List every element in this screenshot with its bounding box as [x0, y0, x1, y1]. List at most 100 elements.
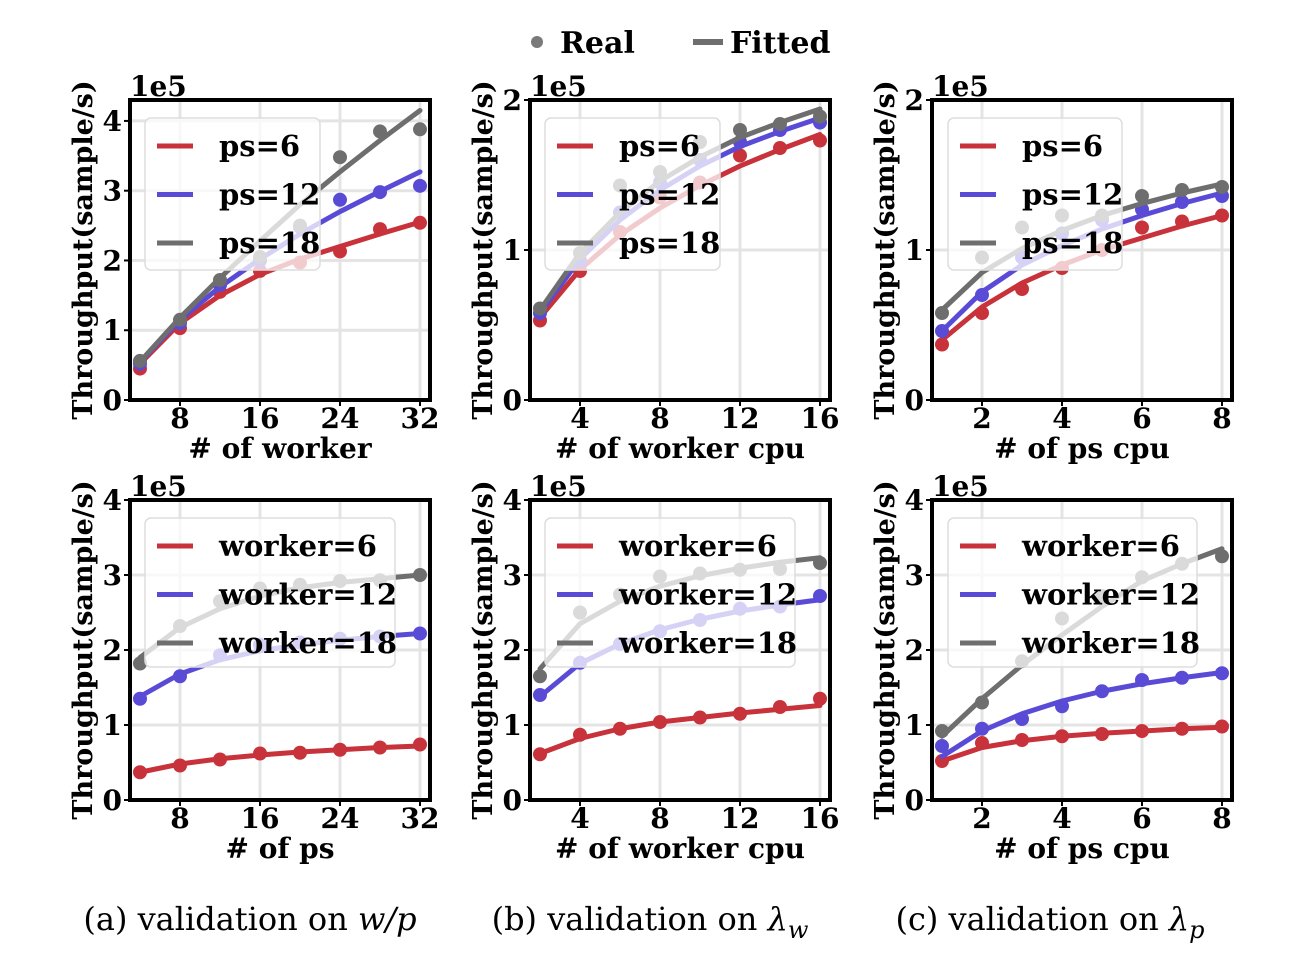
x-tick-label: 8 — [650, 402, 669, 435]
x-tick-label: 16 — [241, 802, 280, 835]
real-point-worker=6 — [333, 742, 347, 757]
caption-a-text: (a) validation on — [83, 900, 358, 938]
legend-label: worker=18 — [618, 626, 797, 660]
x-tick-label: 24 — [321, 802, 360, 835]
legend-box — [947, 517, 1198, 668]
x-tick-label: 4 — [1052, 802, 1071, 835]
real-point-ps=6 — [935, 337, 949, 352]
caption-a: (a) validation on w/p — [83, 900, 416, 938]
real-point-ps=12 — [413, 178, 427, 193]
real-point-worker=6 — [573, 727, 587, 742]
legend-label: ps=6 — [219, 129, 300, 163]
y-tick-label: 1 — [503, 709, 522, 742]
real-point-worker=12 — [413, 626, 427, 641]
x-tick-label: 2 — [972, 402, 991, 435]
y-tick-label: 1 — [503, 234, 522, 267]
y-tick-label: 0 — [103, 384, 122, 417]
x-tick-label: 8 — [650, 802, 669, 835]
real-point-worker=6 — [213, 752, 227, 767]
x-tick-label: 6 — [1132, 802, 1151, 835]
exponent-label: 1e5 — [932, 70, 989, 103]
legend-box — [144, 517, 396, 668]
y-tick-label: 0 — [905, 784, 924, 817]
real-point-ps=12 — [975, 288, 989, 302]
real-point-ps=6 — [333, 244, 347, 259]
real-point-worker=6 — [1135, 724, 1149, 738]
x-tick-label: 2 — [972, 802, 991, 835]
x-tick-label: 24 — [321, 402, 360, 435]
y-tick-label: 4 — [503, 484, 522, 517]
legend-panel-3: ps=6 ps=12 ps=18 — [947, 117, 1123, 271]
y-axis-label: Throughput(sample/s) — [468, 480, 499, 819]
real-point-ps=6 — [733, 148, 747, 163]
legend-label: worker=6 — [218, 529, 377, 563]
real-point-ps=12 — [333, 192, 347, 207]
real-point-ps=6 — [773, 141, 787, 155]
y-axis-label: Throughput(sample/s) — [68, 480, 99, 819]
real-point-ps=18 — [733, 123, 747, 137]
real-point-worker=12 — [1095, 684, 1109, 699]
legend-box — [544, 117, 721, 271]
exponent-label: 1e5 — [130, 70, 187, 103]
real-point-worker=6 — [1095, 727, 1109, 741]
legend-panel-4: worker=6 worker=12 worker=18 — [144, 517, 397, 668]
y-tick-label: 2 — [905, 634, 924, 667]
real-point-worker=12 — [975, 721, 989, 736]
real-point-ps=6 — [813, 133, 827, 148]
real-point-worker=18 — [133, 656, 147, 671]
y-tick-label: 1 — [905, 709, 924, 742]
legend-label: worker=12 — [1021, 578, 1200, 612]
y-tick-label: 4 — [103, 484, 122, 517]
y-axis-label: Throughput(sample/s) — [68, 80, 99, 419]
exponent-label: 1e5 — [130, 470, 187, 503]
y-tick-label: 0 — [503, 784, 522, 817]
real-point-worker=6 — [253, 746, 267, 761]
real-point-worker=12 — [173, 669, 187, 684]
y-axis-label: Throughput(sample/s) — [870, 480, 901, 819]
x-tick-label: 32 — [401, 402, 440, 435]
legend-label: worker=12 — [218, 578, 397, 612]
x-tick-label: 32 — [401, 802, 440, 835]
y-tick-label: 4 — [905, 484, 924, 517]
axes-frame — [128, 98, 432, 402]
x-tick-label: 4 — [1052, 402, 1071, 435]
x-tick-label: 16 — [801, 402, 840, 435]
real-point-ps=12 — [373, 185, 387, 200]
real-point-ps=6 — [373, 222, 387, 237]
legend-label: ps=18 — [1022, 226, 1123, 260]
real-point-worker=6 — [653, 715, 667, 729]
legend-box — [144, 117, 321, 271]
real-point-worker=6 — [373, 740, 387, 755]
y-tick-label: 0 — [503, 384, 522, 417]
legend-label: ps=18 — [619, 226, 720, 260]
real-point-ps=18 — [813, 109, 827, 124]
real-point-ps=18 — [1135, 189, 1149, 203]
real-point-worker=6 — [1015, 733, 1029, 747]
legend-box — [947, 117, 1123, 271]
real-point-ps=18 — [1215, 180, 1229, 194]
real-point-worker=6 — [975, 736, 989, 750]
real-point-worker=12 — [935, 739, 949, 753]
y-tick-label: 2 — [503, 84, 522, 117]
y-tick-label: 1 — [905, 234, 924, 267]
real-point-ps=18 — [773, 117, 787, 131]
y-tick-label: 3 — [103, 559, 122, 592]
real-point-worker=12 — [533, 688, 547, 702]
real-point-worker=6 — [533, 747, 547, 762]
caption-c-text: (c) validation on — [895, 900, 1168, 938]
legend-panel-5: worker=6 worker=12 worker=18 — [544, 517, 797, 668]
real-point-worker=6 — [293, 745, 307, 760]
real-point-worker=12 — [133, 691, 147, 706]
real-point-ps=18 — [333, 150, 347, 165]
legend-label: worker=18 — [1021, 626, 1200, 660]
x-tick-label: 16 — [241, 402, 280, 435]
caption-b-sub: w — [788, 916, 809, 944]
x-tick-label: 16 — [801, 802, 840, 835]
x-axis-label: # of worker cpu — [555, 832, 805, 865]
real-point-ps=18 — [213, 273, 227, 287]
